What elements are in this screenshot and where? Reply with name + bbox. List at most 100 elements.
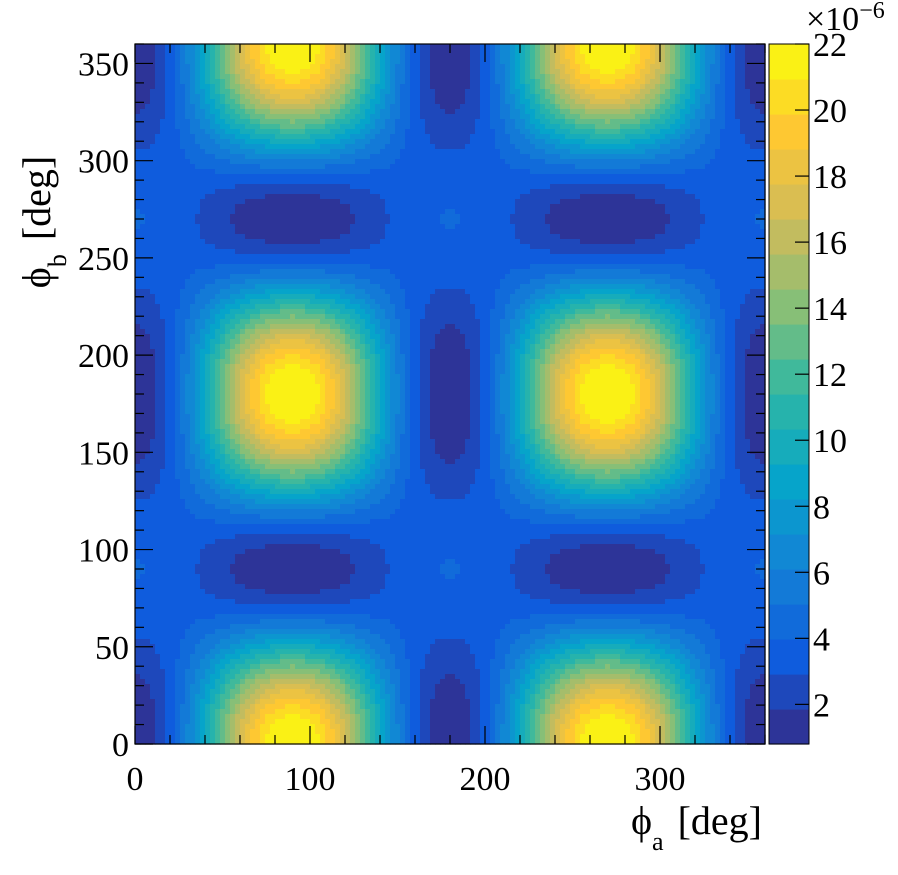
heatmap-cell [710, 44, 716, 50]
heatmap-cell [430, 199, 436, 205]
heatmap-cell [575, 189, 581, 195]
heatmap-cell [195, 64, 201, 70]
heatmap-cell [290, 159, 296, 165]
heatmap-cell [425, 79, 431, 85]
heatmap-cell [600, 159, 606, 165]
heatmap-cell [165, 144, 171, 150]
heatmap-cell [650, 164, 656, 170]
heatmap-cell [625, 204, 631, 210]
heatmap-cell [505, 59, 511, 65]
heatmap-cell [515, 129, 521, 135]
heatmap-cell [300, 79, 306, 85]
heatmap-cell [215, 224, 221, 230]
heatmap-cell [135, 124, 141, 130]
heatmap-cell [315, 229, 321, 235]
heatmap-cell [195, 94, 201, 100]
heatmap-cell [280, 234, 286, 240]
heatmap-cell [450, 94, 456, 100]
heatmap-cell [145, 219, 151, 225]
heatmap-cell [520, 64, 526, 70]
heatmap-cell [310, 159, 316, 165]
heatmap-cell [145, 49, 151, 55]
heatmap-cell [315, 194, 321, 200]
heatmap-cell [415, 124, 421, 130]
heatmap-cell [150, 179, 156, 185]
heatmap-cell [600, 139, 606, 145]
heatmap-cell [515, 64, 521, 70]
heatmap-cell [610, 194, 616, 200]
heatmap-cell [425, 74, 431, 80]
heatmap-cell [220, 54, 226, 60]
heatmap-cell [735, 184, 741, 190]
heatmap-cell [470, 84, 476, 90]
heatmap-cell [315, 129, 321, 135]
heatmap-cell [170, 59, 176, 65]
heatmap-cell [745, 79, 751, 85]
heatmap-cell [480, 44, 486, 50]
heatmap-cell [585, 59, 591, 65]
heatmap-cell [700, 144, 706, 150]
heatmap-cell [755, 44, 761, 50]
heatmap-cell [210, 174, 216, 180]
heatmap-cell [465, 69, 471, 75]
heatmap-cell [635, 79, 641, 85]
heatmap-cell [490, 179, 496, 185]
heatmap-cell [265, 199, 271, 205]
heatmap-cell [735, 199, 741, 205]
heatmap-cell [135, 239, 141, 245]
heatmap-cell [700, 219, 706, 225]
heatmap-cell [335, 159, 341, 165]
heatmap-cell [430, 79, 436, 85]
heatmap-cell [720, 199, 726, 205]
heatmap-cell [475, 119, 481, 125]
heatmap-cell [625, 214, 631, 220]
heatmap-cell [600, 199, 606, 205]
heatmap-cell [475, 219, 481, 225]
heatmap-cell [240, 79, 246, 85]
heatmap-cell [380, 214, 386, 220]
heatmap-cell [210, 204, 216, 210]
heatmap-cell [665, 59, 671, 65]
heatmap-cell [370, 94, 376, 100]
heatmap-cell [475, 154, 481, 160]
heatmap-cell [180, 94, 186, 100]
heatmap-cell [585, 79, 591, 85]
heatmap-cell [465, 49, 471, 55]
heatmap-cell [535, 49, 541, 55]
heatmap-cell [265, 144, 271, 150]
heatmap-cell [640, 139, 646, 145]
heatmap-cell [190, 79, 196, 85]
heatmap-cell [175, 154, 181, 160]
heatmap-cell [150, 129, 156, 135]
heatmap-cell [455, 234, 461, 240]
heatmap-cell [595, 114, 601, 120]
heatmap-cell [590, 89, 596, 95]
heatmap-cell [265, 164, 271, 170]
heatmap-cell [250, 184, 256, 190]
heatmap-cell [550, 44, 556, 50]
heatmap-cell [470, 194, 476, 200]
heatmap-cell [515, 74, 521, 80]
heatmap-cell [600, 229, 606, 235]
heatmap-cell [165, 209, 171, 215]
heatmap-cell [495, 49, 501, 55]
heatmap-cell [310, 169, 316, 175]
heatmap-cell [390, 169, 396, 175]
heatmap-cell [645, 84, 651, 90]
heatmap-cell [665, 234, 671, 240]
heatmap-cell [300, 164, 306, 170]
heatmap-cell [310, 219, 316, 225]
heatmap-cell [195, 174, 201, 180]
heatmap-cell [205, 229, 211, 235]
heatmap-cell [645, 49, 651, 55]
heatmap-cell [405, 89, 411, 95]
heatmap-cell [745, 194, 751, 200]
heatmap-cell [590, 189, 596, 195]
heatmap-cell [675, 139, 681, 145]
heatmap-cell [190, 239, 196, 245]
heatmap-cell [165, 239, 171, 245]
heatmap-cell [700, 89, 706, 95]
heatmap-cell [470, 239, 476, 245]
heatmap-cell [645, 179, 651, 185]
heatmap-cell [605, 149, 611, 155]
